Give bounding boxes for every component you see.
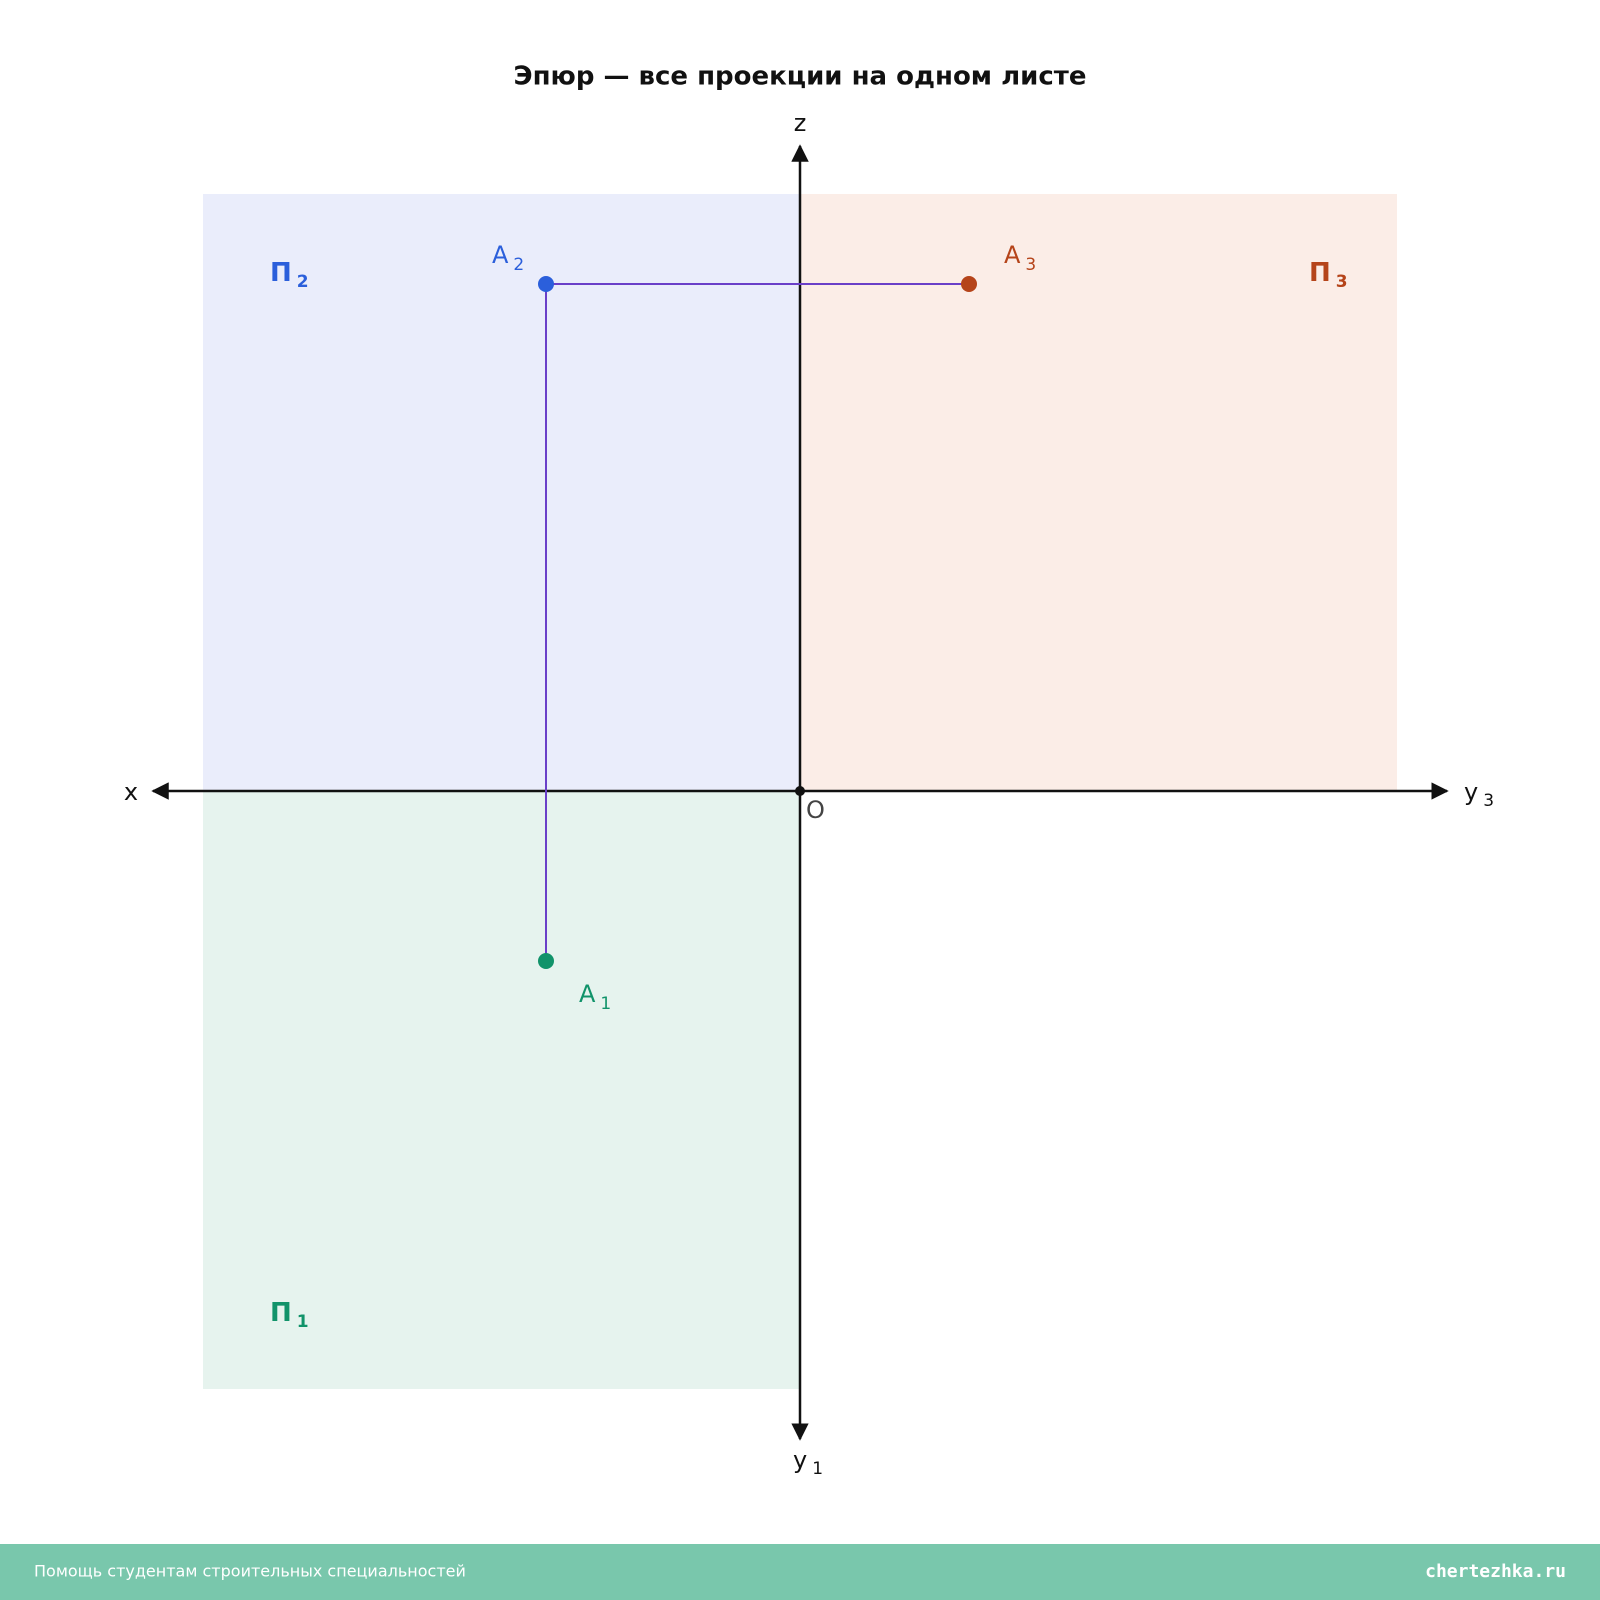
point-a1 <box>538 953 554 969</box>
label-base: y <box>1464 778 1478 806</box>
label-sub: 2 <box>297 272 309 292</box>
label-base: A <box>492 241 509 269</box>
label-sub: 1 <box>812 1459 823 1479</box>
label-sub: 3 <box>1336 272 1348 292</box>
label-base: y <box>793 1446 807 1474</box>
label-sub: 2 <box>513 255 524 275</box>
title: Эпюр — все проекции на одном листе <box>514 62 1087 92</box>
label-base: П <box>270 258 292 288</box>
label-sub: 3 <box>1025 255 1036 275</box>
plane-p3 <box>800 194 1397 791</box>
origin-dot <box>795 786 805 796</box>
label-base: П <box>270 1298 292 1328</box>
label-sub: 3 <box>1483 791 1494 811</box>
label-base: П <box>1309 258 1331 288</box>
plane-p2 <box>203 194 800 791</box>
footer-right: chertezhka.ru <box>1425 1561 1566 1582</box>
point-a3 <box>961 276 977 292</box>
footer-left: Помощь студентам строительных специально… <box>34 1562 466 1581</box>
axis-label: x <box>124 778 138 806</box>
point-a2 <box>538 276 554 292</box>
label-base: A <box>1004 241 1021 269</box>
label-sub: 1 <box>297 1312 309 1332</box>
plane-p1 <box>203 791 800 1389</box>
footer-bar <box>0 1544 1600 1600</box>
axis-label: z <box>794 109 807 137</box>
origin-label: O <box>806 796 825 824</box>
label-base: A <box>579 980 596 1008</box>
label-sub: 1 <box>600 994 611 1014</box>
